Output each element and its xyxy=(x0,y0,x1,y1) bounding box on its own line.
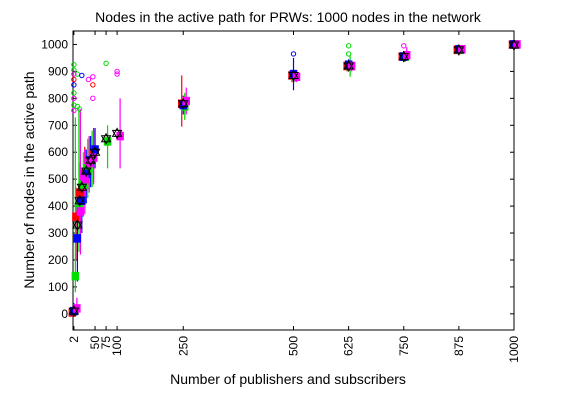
x-tick-label: 750 xyxy=(397,336,411,356)
data-point xyxy=(111,129,123,140)
outlier-point xyxy=(71,90,77,96)
y-tick-label: 600 xyxy=(48,145,68,159)
outlier-point xyxy=(71,95,77,102)
data-point xyxy=(74,194,85,205)
data-point xyxy=(343,59,354,70)
data-point xyxy=(100,132,112,143)
y-axis-label: Number of nodes in the active path xyxy=(21,71,37,288)
y-tick-label: 200 xyxy=(48,253,68,267)
x-axis-label: Number of publishers and subscribers xyxy=(170,371,406,387)
outlier-point xyxy=(103,60,109,67)
outlier-point xyxy=(71,107,77,114)
data-point xyxy=(288,69,299,79)
data-point xyxy=(72,218,83,229)
outlier-point xyxy=(76,106,83,112)
data-point xyxy=(508,38,520,49)
x-tick-label: 625 xyxy=(342,336,356,356)
y-tick-label: 400 xyxy=(48,199,68,213)
data-point xyxy=(80,165,92,175)
x-tick-label: 875 xyxy=(452,336,466,356)
outlier-point xyxy=(114,71,120,77)
y-tick-label: 900 xyxy=(48,64,68,78)
outlier-point xyxy=(345,51,352,57)
data-point xyxy=(288,71,299,82)
outlier-point xyxy=(71,76,77,83)
outlier-point xyxy=(114,68,120,75)
data-point xyxy=(89,148,101,159)
data-point xyxy=(78,196,86,205)
data-point xyxy=(68,305,80,315)
outlier-point xyxy=(90,82,96,88)
outliers xyxy=(71,43,407,114)
outlier-point xyxy=(71,61,77,68)
outlier-point xyxy=(71,82,77,88)
data-point xyxy=(398,53,410,63)
data-point xyxy=(343,62,354,73)
y-tick-label: 700 xyxy=(48,118,68,132)
data-point xyxy=(177,100,189,110)
outlier-point xyxy=(401,43,407,49)
y-tick-label: 500 xyxy=(48,172,68,186)
data-point xyxy=(76,207,85,216)
x-tick-label: 50 xyxy=(88,336,102,350)
x-tick-label: 500 xyxy=(287,336,301,356)
y-tick-label: 300 xyxy=(48,226,68,240)
x-tick-label: 1000 xyxy=(507,336,521,363)
x-tick-label: 75 xyxy=(99,336,113,350)
outlier-point xyxy=(290,51,297,57)
y-tick-label: 100 xyxy=(48,280,68,294)
data-point xyxy=(508,41,520,52)
data-point xyxy=(71,271,80,281)
data-point xyxy=(72,221,83,231)
y-axis: 0 100 200 300 400 500 600 700 800 900 1000 xyxy=(41,37,514,321)
data-point xyxy=(80,167,92,178)
data-point xyxy=(76,183,88,194)
data-point xyxy=(398,50,410,61)
y-tick-label: 800 xyxy=(48,91,68,105)
outlier-point xyxy=(79,72,85,79)
outlier-point xyxy=(71,71,77,77)
markers xyxy=(68,38,521,318)
x-tick-label: 2 xyxy=(67,336,81,343)
data-point xyxy=(453,43,465,54)
data-point xyxy=(68,307,80,318)
data-point xyxy=(85,154,96,164)
data-point xyxy=(111,127,123,137)
outlier-point xyxy=(345,43,352,49)
data-point xyxy=(453,46,465,56)
data-point xyxy=(85,156,96,167)
data-point xyxy=(73,234,82,243)
y-tick-label: 1000 xyxy=(41,37,68,51)
data-point xyxy=(89,146,101,156)
data-point xyxy=(74,197,85,207)
y-tick-label: 0 xyxy=(61,307,68,321)
data-point xyxy=(72,212,80,222)
chart-title: Nodes in the active path for PRWs: 1000 … xyxy=(95,9,482,25)
data-point xyxy=(100,135,112,145)
x-tick-label: 100 xyxy=(110,336,124,356)
outlier-point xyxy=(90,74,96,80)
data-point xyxy=(81,174,89,184)
outlier-point xyxy=(90,95,96,102)
data-point xyxy=(177,97,189,108)
x-tick-label: 250 xyxy=(176,336,190,356)
outlier-point xyxy=(85,76,92,83)
data-point xyxy=(76,181,88,191)
